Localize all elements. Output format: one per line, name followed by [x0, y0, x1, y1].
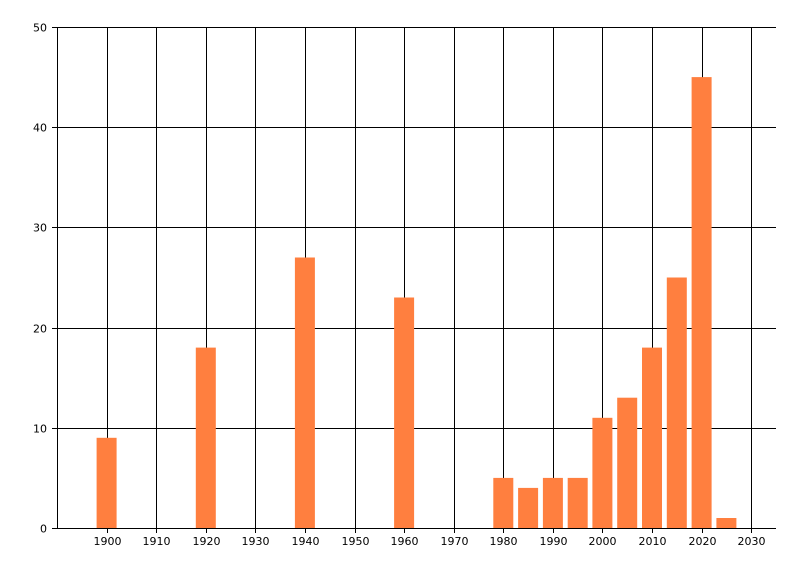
bars: [96, 77, 737, 528]
bar-2025: [716, 518, 737, 528]
y-tick-label: 50: [33, 22, 47, 35]
y-tick-label: 10: [33, 423, 47, 436]
bar-2010: [642, 347, 662, 528]
bar-1980: [493, 477, 514, 528]
bar-1985: [518, 487, 539, 528]
x-tick-label: 2000: [589, 535, 617, 548]
axes: [52, 27, 776, 533]
x-tick-label: 1950: [342, 535, 370, 548]
bar-2015: [666, 277, 687, 528]
x-tick-labels: 1900 1910 1920 1930 1940 1950 1960 1970 1980 1990…: [94, 535, 766, 548]
x-tick-label: 1910: [143, 535, 171, 548]
x-tick-label: 1980: [490, 535, 518, 548]
bar-2000: [592, 417, 613, 528]
x-tick-label: 1960: [391, 535, 419, 548]
bar-1920: [195, 347, 216, 528]
x-tick-label: 1930: [242, 535, 270, 548]
bar-2020: [691, 77, 712, 528]
x-tick-label: 1990: [540, 535, 568, 548]
x-tick-label: 1920: [193, 535, 221, 548]
bar-1900: [96, 437, 117, 528]
x-tick-label: 2020: [689, 535, 717, 548]
y-tick-label: 30: [33, 222, 47, 235]
bar-1960: [394, 297, 415, 528]
x-tick-label: 2010: [639, 535, 667, 548]
y-tick-label: 0: [40, 523, 47, 536]
x-tick-label: 1900: [94, 535, 122, 548]
y-tick-label: 20: [33, 323, 47, 336]
bar-1940: [294, 257, 315, 528]
x-tick-label: 2030: [738, 535, 766, 548]
x-tick-label: 1940: [292, 535, 320, 548]
bar-2005: [617, 397, 638, 528]
x-tick-label: 1970: [441, 535, 469, 548]
bar-1995: [567, 477, 588, 528]
bar-1990: [542, 477, 563, 528]
y-tick-labels: 0 10 20 30 40 50: [33, 22, 47, 536]
y-tick-label: 40: [33, 122, 47, 135]
